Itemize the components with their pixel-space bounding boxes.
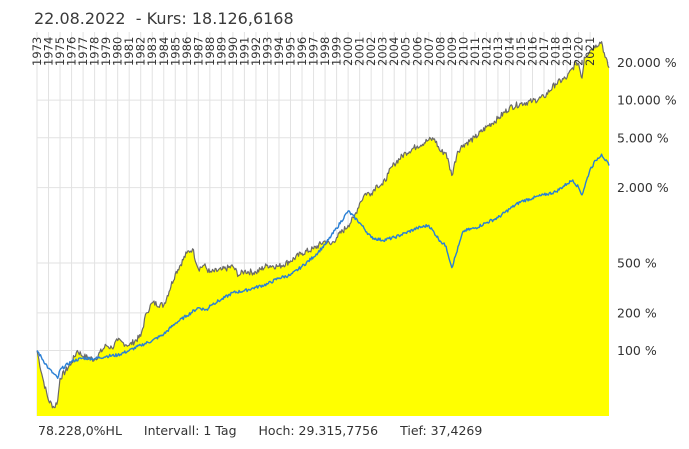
x-tick-label: 1984 bbox=[157, 37, 171, 66]
y-tick-label: 20.000 % bbox=[617, 55, 677, 70]
x-tick-label: 1976 bbox=[65, 37, 79, 66]
x-tick-label: 2014 bbox=[502, 37, 516, 66]
x-tick-label: 1981 bbox=[122, 37, 136, 66]
x-tick-label: 2006 bbox=[410, 37, 424, 66]
x-tick-label: 1983 bbox=[145, 37, 159, 66]
chart-header: 22.08.2022 - Kurs: 18.126,6168 bbox=[34, 9, 294, 28]
y-tick-label: 500 % bbox=[617, 256, 657, 271]
main-series-area bbox=[37, 41, 609, 416]
x-tick-label: 1995 bbox=[284, 37, 298, 66]
header-date: 22.08.2022 bbox=[34, 9, 126, 28]
x-tick-label: 1992 bbox=[249, 37, 263, 66]
x-tick-label: 2009 bbox=[445, 37, 459, 66]
x-tick-label: 2004 bbox=[387, 37, 401, 66]
x-tick-label: 1986 bbox=[180, 37, 194, 66]
x-tick-label: 2018 bbox=[549, 37, 563, 66]
x-tick-label: 1982 bbox=[134, 37, 148, 66]
chart-footer: 78.228,0%HL Intervall: 1 Tag Hoch: 29.315,… bbox=[38, 423, 504, 438]
line-layer bbox=[36, 41, 610, 409]
x-tick-label: 2002 bbox=[364, 37, 378, 66]
x-tick-label: 2003 bbox=[376, 37, 390, 66]
x-tick-label: 1997 bbox=[307, 37, 321, 66]
header-kurs-value: 18.126,6168 bbox=[191, 9, 294, 28]
area-layer bbox=[37, 41, 609, 416]
x-tick-label: 2005 bbox=[399, 37, 413, 66]
x-tick-label: 2010 bbox=[456, 37, 470, 66]
x-tick-label: 2012 bbox=[479, 37, 493, 66]
benchmark-series-line bbox=[36, 153, 610, 379]
x-tick-label: 1991 bbox=[237, 37, 251, 66]
x-tick-label: 1975 bbox=[53, 37, 67, 66]
x-tick-label: 2001 bbox=[353, 37, 367, 66]
x-tick-label: 2011 bbox=[468, 37, 482, 66]
footer-high: Hoch: 29.315,7756 bbox=[258, 423, 379, 438]
x-tick-label: 1985 bbox=[168, 37, 182, 66]
x-tick-label: 2015 bbox=[514, 37, 528, 66]
y-tick-label: 200 % bbox=[617, 305, 657, 320]
x-tick-label: 1998 bbox=[318, 37, 332, 66]
x-tick-label: 1994 bbox=[272, 37, 286, 66]
x-tick-label: 1989 bbox=[214, 37, 228, 66]
footer-performance: 78.228,0%HL bbox=[38, 423, 122, 438]
footer-interval: Intervall: 1 Tag bbox=[143, 423, 237, 438]
x-tick-label: 1988 bbox=[203, 37, 217, 66]
y-tick-labels: 100 % 200 % 500 % 2.000 % 5.000 % 10.000 % 20.… bbox=[617, 55, 677, 358]
x-tick-label: 1973 bbox=[30, 37, 44, 66]
x-tick-label: 1993 bbox=[260, 37, 274, 66]
x-tick-label: 1987 bbox=[191, 37, 205, 66]
x-tick-label: 1977 bbox=[76, 37, 90, 66]
x-tick-label: 2016 bbox=[525, 37, 539, 66]
x-tick-label: 2000 bbox=[341, 37, 355, 66]
y-tick-label: 2.000 % bbox=[617, 180, 669, 195]
header-kurs-label: Kurs: bbox=[146, 9, 187, 28]
x-tick-label: 1980 bbox=[111, 37, 125, 66]
x-tick-label: 2021 bbox=[583, 37, 597, 66]
y-tick-label: 100 % bbox=[617, 343, 657, 358]
x-tick-label: 1990 bbox=[226, 37, 240, 66]
main-series-line bbox=[36, 41, 610, 409]
x-tick-label: 1996 bbox=[295, 37, 309, 66]
x-tick-label: 2013 bbox=[491, 37, 505, 66]
x-tick-label: 1999 bbox=[330, 37, 344, 66]
x-tick-label: 2008 bbox=[433, 37, 447, 66]
x-tick-label: 1979 bbox=[99, 37, 113, 66]
x-tick-label: 1978 bbox=[88, 37, 102, 66]
x-tick-label: 2020 bbox=[572, 37, 586, 66]
x-tick-label: 1974 bbox=[42, 37, 56, 66]
y-tick-label: 10.000 % bbox=[617, 93, 677, 108]
footer-low: Tief: 37,4269 bbox=[400, 423, 483, 438]
x-tick-label: 2017 bbox=[537, 37, 551, 66]
x-tick-label: 2007 bbox=[422, 37, 436, 66]
y-tick-label: 5.000 % bbox=[617, 130, 669, 145]
x-tick-label: 2019 bbox=[560, 37, 574, 66]
x-tick-labels: 1973197419751976197719781979198019811982… bbox=[30, 37, 597, 66]
